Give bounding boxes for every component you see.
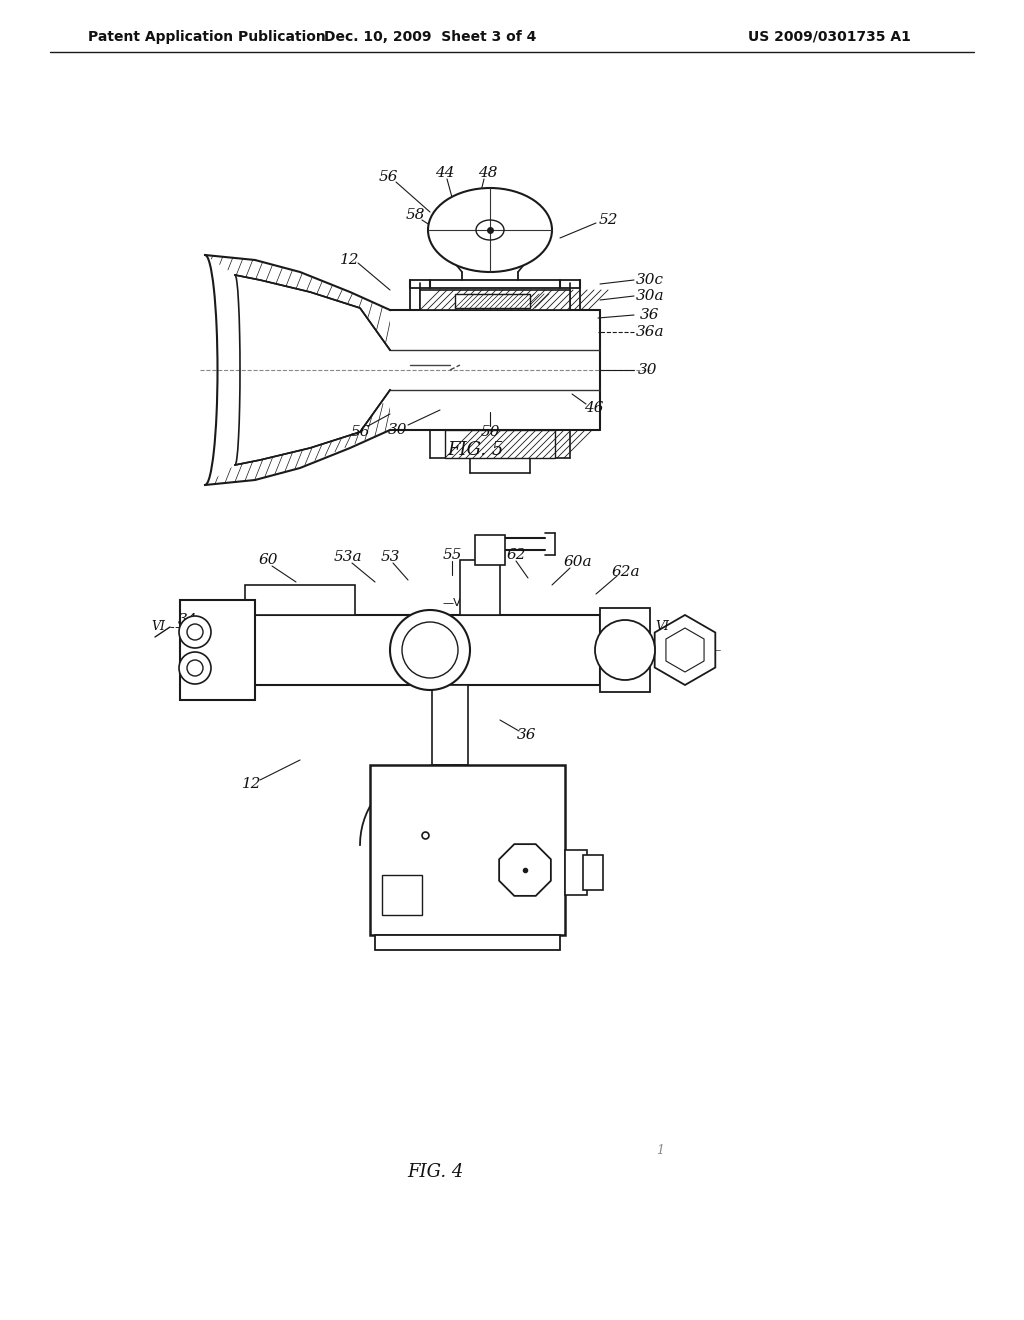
Bar — [382, 875, 422, 915]
Text: 50: 50 — [480, 425, 500, 440]
Text: 36: 36 — [517, 729, 537, 742]
Text: US 2009/0301735 A1: US 2009/0301735 A1 — [748, 30, 911, 44]
Text: 53a: 53a — [334, 550, 362, 564]
Bar — [245, 585, 355, 615]
Text: 1: 1 — [656, 1143, 664, 1156]
Bar — [475, 535, 505, 565]
Text: 12: 12 — [340, 253, 359, 267]
Text: —V: —V — [471, 795, 489, 805]
Text: 60a: 60a — [563, 554, 592, 569]
Circle shape — [187, 660, 203, 676]
Text: 55: 55 — [442, 548, 462, 562]
Text: VI: VI — [151, 620, 165, 634]
Text: 48: 48 — [478, 166, 498, 180]
Bar — [180, 601, 255, 700]
Text: Dec. 10, 2009  Sheet 3 of 4: Dec. 10, 2009 Sheet 3 of 4 — [324, 30, 537, 44]
Text: 34: 34 — [178, 612, 198, 627]
Text: 53: 53 — [380, 550, 399, 564]
Circle shape — [402, 622, 458, 678]
Bar — [455, 294, 530, 308]
Bar — [600, 609, 650, 692]
Polygon shape — [499, 843, 551, 896]
Circle shape — [179, 616, 211, 648]
Text: VI: VI — [655, 620, 669, 634]
Text: 58: 58 — [406, 209, 425, 222]
Bar — [432, 685, 468, 766]
Bar — [445, 430, 555, 458]
Text: 30a: 30a — [636, 289, 665, 304]
Circle shape — [179, 652, 211, 684]
Text: 12: 12 — [243, 777, 262, 791]
Bar — [250, 615, 600, 685]
Polygon shape — [654, 615, 716, 685]
Text: 62a: 62a — [611, 565, 640, 579]
Text: FIG. 5: FIG. 5 — [446, 441, 503, 459]
Text: FIG. 4: FIG. 4 — [407, 1163, 463, 1181]
Bar — [420, 290, 570, 310]
Text: —V: —V — [442, 598, 462, 609]
Circle shape — [390, 610, 470, 690]
Text: 56: 56 — [350, 425, 370, 440]
Circle shape — [595, 620, 655, 680]
Circle shape — [187, 624, 203, 640]
Bar — [370, 766, 565, 935]
Bar — [565, 850, 587, 895]
Text: 52: 52 — [598, 213, 617, 227]
Ellipse shape — [428, 187, 552, 272]
Text: Patent Application Publication: Patent Application Publication — [88, 30, 326, 44]
Text: 56: 56 — [378, 170, 397, 183]
Text: 36: 36 — [640, 308, 659, 322]
Text: 30: 30 — [388, 422, 408, 437]
Bar — [460, 560, 500, 615]
Text: 44: 44 — [435, 166, 455, 180]
Text: 36a: 36a — [636, 325, 665, 339]
Text: 62: 62 — [506, 548, 525, 562]
Bar — [375, 935, 560, 950]
Text: 30c: 30c — [636, 273, 664, 286]
Text: 30: 30 — [638, 363, 657, 378]
Text: 46: 46 — [585, 401, 604, 414]
Bar — [583, 855, 603, 890]
Text: 60: 60 — [258, 553, 278, 568]
